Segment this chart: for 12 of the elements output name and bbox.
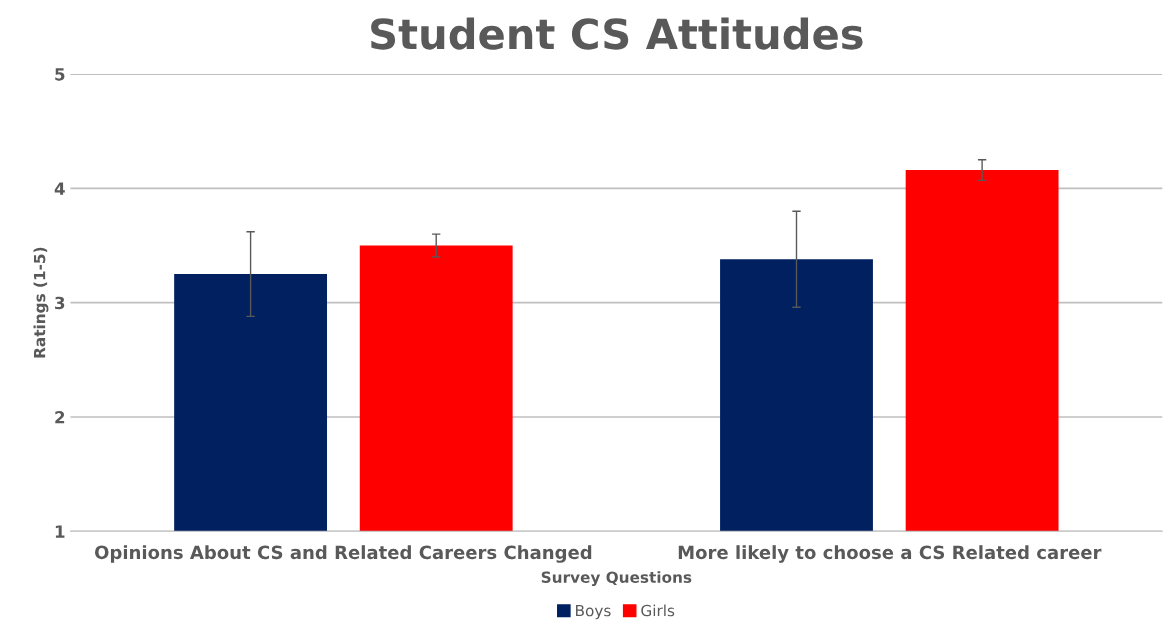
- y-tick-label: 3: [55, 296, 65, 310]
- legend-label: Boys: [576, 604, 611, 620]
- chart-title: Student CS Attitudes: [371, 17, 863, 50]
- y-tick-label: 4: [54, 182, 65, 195]
- y-tick-label: 1: [55, 525, 65, 538]
- x-tick-label: Opinions About CS and Related Careers Changed: [94, 545, 592, 563]
- legend-label: Girls: [641, 604, 675, 617]
- y-tick-label: 5: [55, 68, 65, 81]
- x-axis-title: Survey Questions: [541, 571, 692, 587]
- y-tick-label: 2: [55, 410, 65, 424]
- y-axis-title: Ratings (1-5): [33, 247, 49, 358]
- x-tick-label: More likely to choose a CS Related career: [678, 545, 1102, 563]
